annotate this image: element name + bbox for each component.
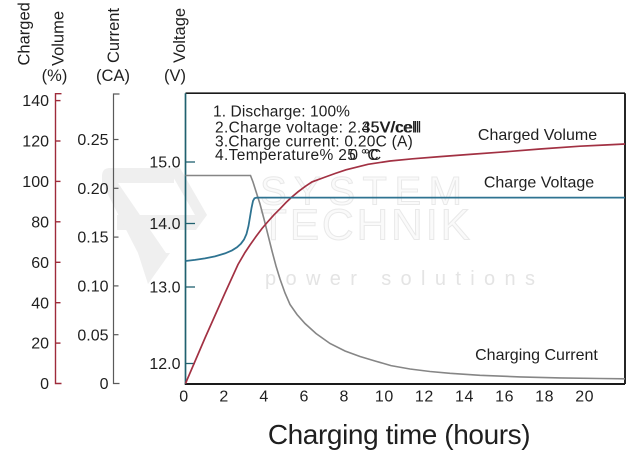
svg-text:0: 0 <box>349 147 358 164</box>
svg-text:4: 4 <box>259 389 269 406</box>
svg-text:Charged Volume: Charged Volume <box>478 127 597 144</box>
svg-text:power solutions: power solutions <box>265 268 535 290</box>
svg-text:Voltage: Voltage <box>171 8 189 63</box>
svg-text:0.10: 0.10 <box>77 279 108 296</box>
svg-text:80: 80 <box>31 214 49 231</box>
svg-text:0: 0 <box>40 376 49 393</box>
svg-text:40: 40 <box>31 295 49 312</box>
svg-text:0.20: 0.20 <box>77 181 108 198</box>
svg-text:20: 20 <box>575 389 594 406</box>
svg-text:Charged: Charged <box>16 2 34 65</box>
svg-text:Charging Current: Charging Current <box>475 347 598 364</box>
svg-text:60: 60 <box>31 255 49 272</box>
svg-text:20: 20 <box>31 336 49 353</box>
svg-text:(CA): (CA) <box>96 67 130 85</box>
svg-text:14.0: 14.0 <box>149 216 180 233</box>
svg-text:0: 0 <box>100 376 109 393</box>
svg-text:(V): (V) <box>164 67 186 85</box>
svg-text:16: 16 <box>495 389 514 406</box>
svg-text:0.05: 0.05 <box>77 327 108 344</box>
svg-text:°C: °C <box>364 147 381 164</box>
svg-text:6: 6 <box>299 389 309 406</box>
svg-text:0: 0 <box>179 389 189 406</box>
svg-text:15.0: 15.0 <box>149 155 180 172</box>
svg-text:4.Temperature% 25 °C: 4.Temperature% 25 °C <box>215 147 379 164</box>
svg-text:14: 14 <box>455 389 474 406</box>
svg-text:0.25: 0.25 <box>77 132 108 149</box>
svg-text:3.Charge current: 0.20C (A): 3.Charge current: 0.20C (A) <box>215 133 413 150</box>
svg-text:13.0: 13.0 <box>149 280 180 297</box>
svg-text:(%): (%) <box>42 67 68 85</box>
svg-text:0.15: 0.15 <box>77 230 108 247</box>
svg-text:Volume: Volume <box>50 11 68 66</box>
svg-text:100: 100 <box>22 174 49 191</box>
svg-text:10: 10 <box>375 389 394 406</box>
svg-text:Charge Voltage: Charge Voltage <box>484 175 594 192</box>
svg-text:140: 140 <box>22 93 49 110</box>
svg-text:Charging time (hours): Charging time (hours) <box>268 419 530 450</box>
svg-text:8: 8 <box>340 389 350 406</box>
svg-text:1. Discharge: 100%: 1. Discharge: 100% <box>213 104 350 121</box>
svg-text:2.Charge voltage: 2.45V/cell: 2.Charge voltage: 2.45V/cell <box>215 119 420 136</box>
svg-text:Current: Current <box>105 8 123 63</box>
svg-text:120: 120 <box>22 134 49 151</box>
svg-text:2: 2 <box>219 389 229 406</box>
svg-text:35V/cell: 35V/cell <box>362 119 422 136</box>
svg-text:TECHNIK: TECHNIK <box>260 201 470 250</box>
svg-text:18: 18 <box>535 389 554 406</box>
svg-text:12.0: 12.0 <box>149 356 180 373</box>
svg-text:12: 12 <box>415 389 434 406</box>
